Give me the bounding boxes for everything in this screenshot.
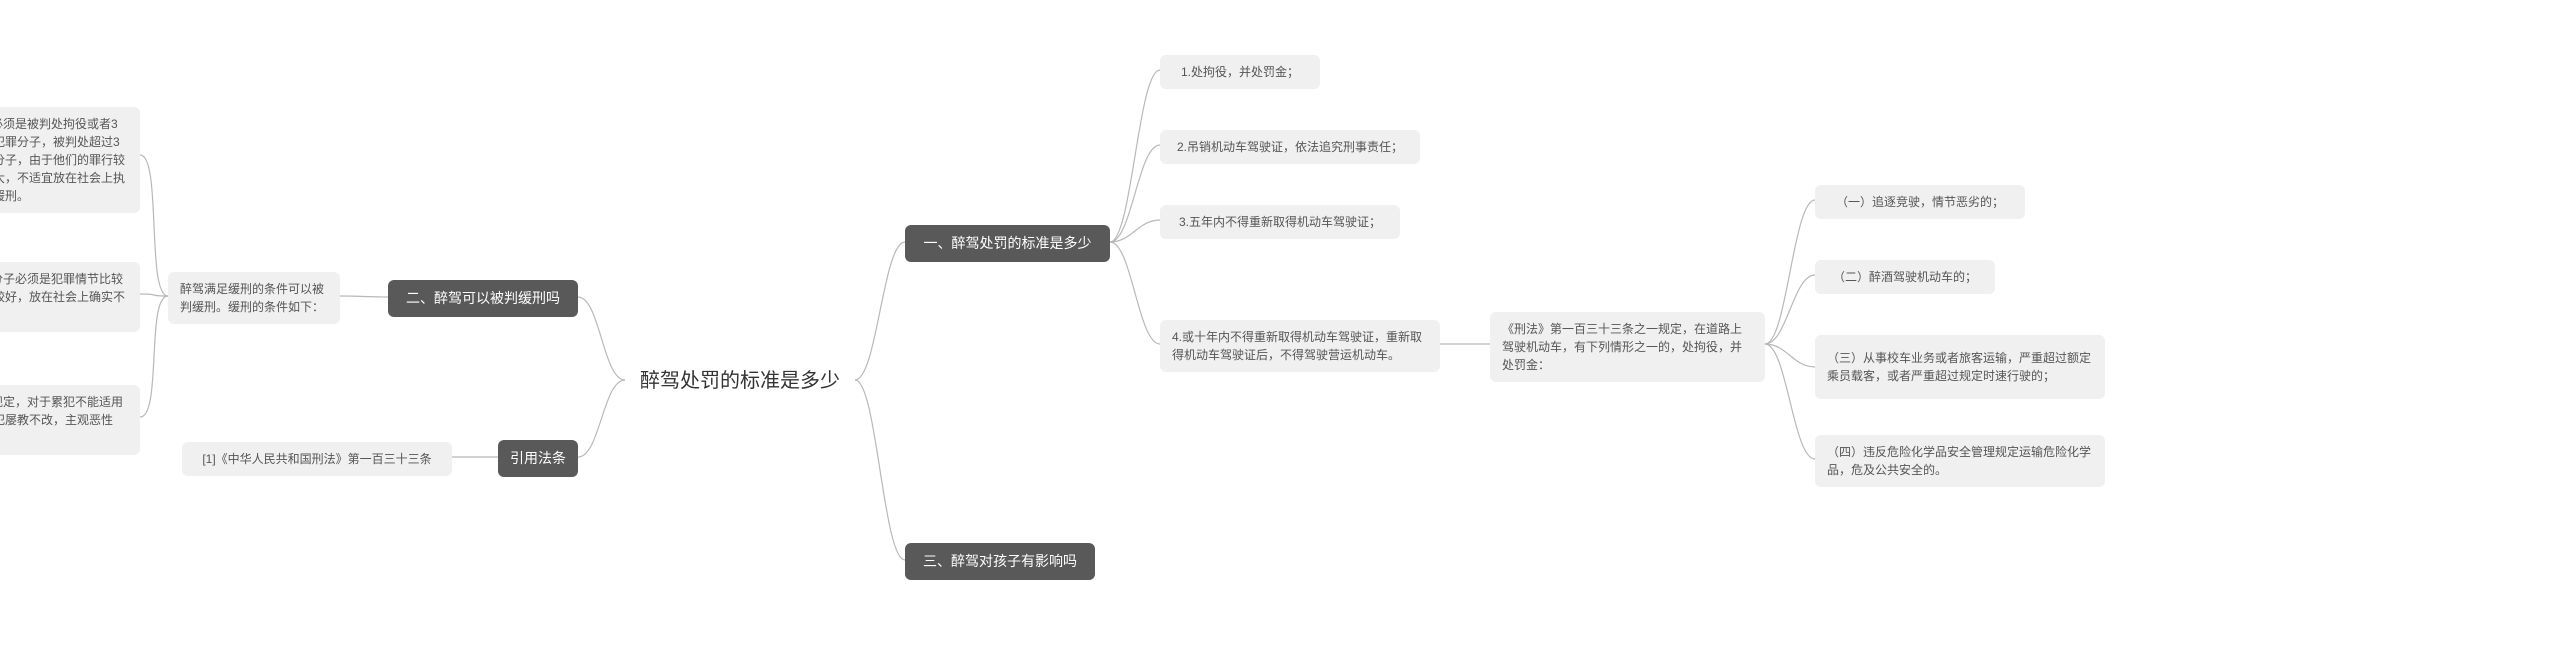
edge-r1-r1a — [1110, 70, 1160, 242]
node-text-r1d_law: 《刑法》第一百三十三条之一规定，在道路上驾驶机动车，有下列情形之一的，处拘役，并… — [1502, 320, 1753, 374]
node-text-r1d_2: （二）醉酒驾驶机动车的； — [1833, 268, 1977, 286]
node-r3: 三、醉驾对孩子有影响吗 — [905, 543, 1095, 580]
edge-r1d_law-r1d_4 — [1765, 344, 1815, 459]
edge-r1-r1c — [1110, 220, 1160, 242]
node-l_cite_1: [1]《中华人民共和国刑法》第一百三十三条 — [182, 442, 452, 476]
node-text-r1: 一、醉驾处罚的标准是多少 — [924, 233, 1092, 254]
node-r1b: 2.吊销机动车驾驶证，依法追究刑事责任； — [1160, 130, 1420, 164]
node-text-root: 醉驾处罚的标准是多少 — [640, 366, 840, 396]
node-text-r1d_4: （四）违反危险化学品安全管理规定运输危险化学品，危及公共安全的。 — [1827, 443, 2093, 479]
edge-l2_cond-l2_3 — [140, 296, 168, 417]
node-r1d: 4.或十年内不得重新取得机动车驾驶证，重新取得机动车驾驶证后，不得驾驶营运机动车… — [1160, 320, 1440, 372]
node-text-r1d_1: （一）追逐竞驶，情节恶劣的； — [1836, 193, 2004, 211]
node-text-l_cite: 引用法条 — [510, 448, 566, 469]
node-r1d_law: 《刑法》第一百三十三条之一规定，在道路上驾驶机动车，有下列情形之一的，处拘役，并… — [1490, 312, 1765, 382]
node-l2_1: 1.缓刑适用的对象必须是被判处拘役或者3年以下有期徒刑的犯罪分子，被判处超过3年… — [0, 107, 140, 213]
node-root: 醉驾处罚的标准是多少 — [625, 360, 855, 402]
edge-r1-r1d — [1110, 242, 1160, 344]
edge-l2_cond-l2_1 — [140, 155, 168, 296]
node-text-r1c: 3.五年内不得重新取得机动车驾驶证； — [1179, 213, 1381, 231]
node-text-l2_3: 3.根据我国刑法的规定，对于累犯不能适用缓刑。这是因为累犯屡教不改，主观恶性深，… — [0, 393, 128, 447]
edge-r1d_law-r1d_2 — [1765, 275, 1815, 344]
edge-l2_cond-l2_2 — [140, 294, 168, 296]
node-text-l_cite_1: [1]《中华人民共和国刑法》第一百三十三条 — [202, 450, 431, 468]
edge-r1d_law-r1d_1 — [1765, 200, 1815, 344]
node-r1d_3: （三）从事校车业务或者旅客运输，严重超过额定乘员载客，或者严重超过规定时速行驶的… — [1815, 335, 2105, 399]
node-r1: 一、醉驾处罚的标准是多少 — [905, 225, 1110, 262]
edge-root-r3 — [855, 380, 905, 560]
edge-r1d_law-r1d_3 — [1765, 344, 1815, 367]
edge-root-l2 — [578, 297, 625, 380]
node-r1d_1: （一）追逐竞驶，情节恶劣的； — [1815, 185, 2025, 219]
node-l2_2: 2.适用缓刑的犯罪分子必须是犯罪情节比较轻微，悔罪表现比较好，放在社会上确实不致… — [0, 262, 140, 332]
node-l2_cond: 醉驾满足缓刑的条件可以被判缓刑。缓刑的条件如下： — [168, 272, 340, 324]
node-text-l2_1: 1.缓刑适用的对象必须是被判处拘役或者3年以下有期徒刑的犯罪分子，被判处超过3年… — [0, 115, 128, 205]
edge-r1-r1b — [1110, 145, 1160, 242]
node-r1d_4: （四）违反危险化学品安全管理规定运输危险化学品，危及公共安全的。 — [1815, 435, 2105, 487]
node-r1c: 3.五年内不得重新取得机动车驾驶证； — [1160, 205, 1400, 239]
node-text-r1d: 4.或十年内不得重新取得机动车驾驶证，重新取得机动车驾驶证后，不得驾驶营运机动车… — [1172, 328, 1428, 364]
node-l2_3: 3.根据我国刑法的规定，对于累犯不能适用缓刑。这是因为累犯屡教不改，主观恶性深，… — [0, 385, 140, 455]
node-text-r1d_3: （三）从事校车业务或者旅客运输，严重超过额定乘员载客，或者严重超过规定时速行驶的… — [1827, 349, 2093, 385]
node-text-r3: 三、醉驾对孩子有影响吗 — [923, 551, 1077, 572]
node-l2: 二、醉驾可以被判缓刑吗 — [388, 280, 578, 317]
edge-root-r1 — [855, 242, 905, 380]
edge-l2-l2_cond — [340, 296, 388, 297]
node-r1a: 1.处拘役，并处罚金； — [1160, 55, 1320, 89]
node-l_cite: 引用法条 — [498, 440, 578, 477]
node-text-l2_2: 2.适用缓刑的犯罪分子必须是犯罪情节比较轻微，悔罪表现比较好，放在社会上确实不致… — [0, 270, 128, 324]
edge-root-l_cite — [578, 380, 625, 457]
node-text-l2_cond: 醉驾满足缓刑的条件可以被判缓刑。缓刑的条件如下： — [180, 280, 328, 316]
node-text-l2: 二、醉驾可以被判缓刑吗 — [406, 288, 560, 309]
node-text-r1b: 2.吊销机动车驾驶证，依法追究刑事责任； — [1177, 138, 1403, 156]
node-r1d_2: （二）醉酒驾驶机动车的； — [1815, 260, 1995, 294]
node-text-r1a: 1.处拘役，并处罚金； — [1181, 63, 1299, 81]
